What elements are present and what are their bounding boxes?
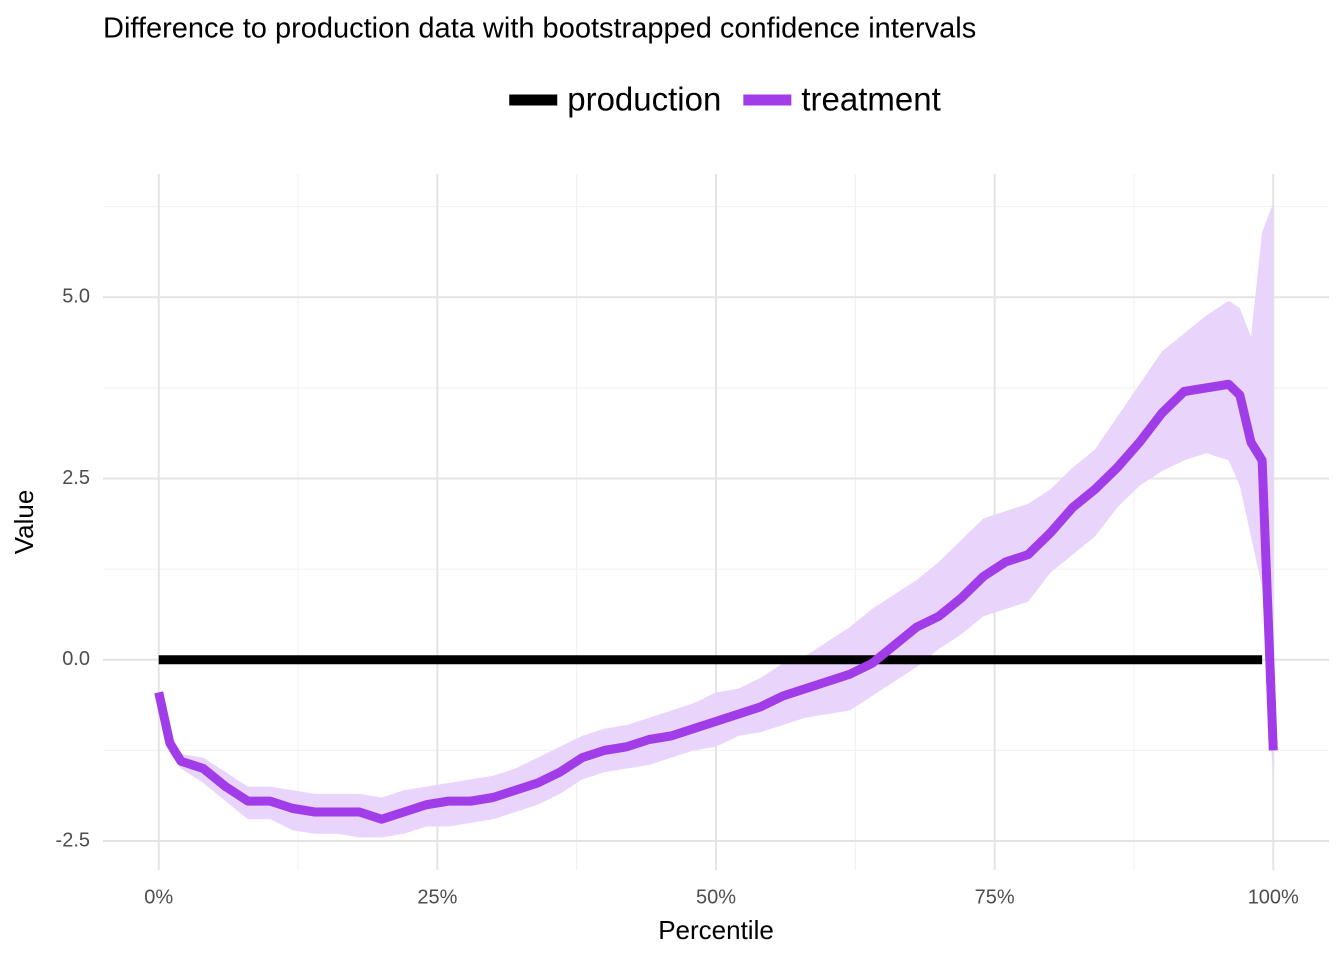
legend-label: production [567, 81, 721, 118]
y-tick-label: 2.5 [62, 467, 90, 489]
confidence-band [158, 203, 1274, 838]
x-tick-label: 0% [144, 886, 173, 908]
x-tick-label: 100% [1248, 886, 1299, 908]
y-axis-label: Value [9, 490, 39, 555]
y-tick-label: -2.5 [56, 829, 90, 851]
y-tick-label: 5.0 [62, 286, 90, 308]
x-axis-label: Percentile [658, 915, 774, 945]
chart-title: Difference to production data with boots… [103, 13, 976, 45]
y-tick-label: 0.0 [62, 648, 90, 670]
legend-label: treatment [801, 81, 940, 118]
x-tick-label: 50% [696, 886, 736, 908]
series-line [154, 379, 1278, 824]
x-tick-label: 75% [975, 886, 1015, 908]
x-tick-label: 25% [417, 886, 457, 908]
